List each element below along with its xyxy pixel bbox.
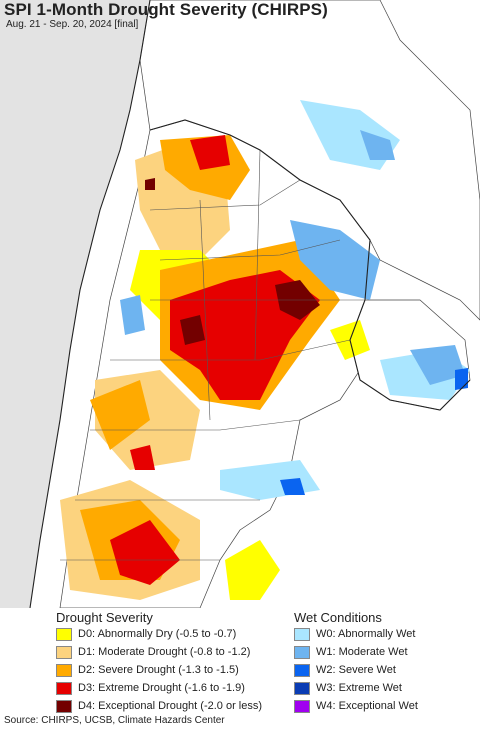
legend-swatch-w0 xyxy=(294,627,310,641)
legend-label-d4: D4: Exceptional Drought (-2.0 or less) xyxy=(78,700,263,712)
legend-swatch-d4 xyxy=(56,699,72,713)
legend-swatch-d2 xyxy=(56,663,72,677)
legend-item-d4: D4: Exceptional Drought (-2.0 or less) xyxy=(56,699,262,713)
legend-label-d2: D2: Severe Drought (-1.3 to -1.5) xyxy=(78,664,239,676)
legend-swatch-w3 xyxy=(294,681,310,695)
map-title: SPI 1-Month Drought Severity (CHIRPS) xyxy=(4,0,328,19)
wet-legend-title: Wet Conditions xyxy=(294,610,382,625)
chile-land xyxy=(0,0,150,608)
legend-swatch-d3 xyxy=(56,681,72,695)
legend-swatch-d0 xyxy=(56,627,72,641)
legend-label-w1: W1: Moderate Wet xyxy=(316,646,408,658)
legend-label-d0: D0: Abnormally Dry (-0.5 to -0.7) xyxy=(78,628,237,640)
legend-item-w4: W4: Exceptional Wet xyxy=(294,699,418,713)
legend-item-w1: W1: Moderate Wet xyxy=(294,645,408,659)
legend-item-w3: W3: Extreme Wet xyxy=(294,681,402,695)
legend-swatch-w2 xyxy=(294,663,310,677)
map-subtitle: Aug. 21 - Sep. 20, 2024 [final] xyxy=(6,19,139,30)
legend-swatch-d1 xyxy=(56,645,72,659)
legend-item-w0: W0: Abnormally Wet xyxy=(294,627,415,641)
legend-label-d1: D1: Moderate Drought (-0.8 to -1.2) xyxy=(78,646,251,658)
legend-item-d3: D3: Extreme Drought (-1.6 to -1.9) xyxy=(56,681,245,695)
legend-label-w2: W2: Severe Wet xyxy=(316,664,396,676)
legend-item-d2: D2: Severe Drought (-1.3 to -1.5) xyxy=(56,663,239,677)
legend-label-w0: W0: Abnormally Wet xyxy=(316,628,416,640)
legend-item-w2: W2: Severe Wet xyxy=(294,663,396,677)
legend-item-d1: D1: Moderate Drought (-0.8 to -1.2) xyxy=(56,645,250,659)
legend-label-w3: W3: Extreme Wet xyxy=(316,682,402,694)
drought-map xyxy=(0,0,480,608)
legend-label-d3: D3: Extreme Drought (-1.6 to -1.9) xyxy=(78,682,245,694)
country-borders xyxy=(29,0,471,608)
legend-swatch-w4 xyxy=(294,699,310,713)
source-credit: Source: CHIRPS, UCSB, Climate Hazards Ce… xyxy=(4,715,225,726)
legend-item-d0: D0: Abnormally Dry (-0.5 to -0.7) xyxy=(56,627,236,641)
drought-legend-title: Drought Severity xyxy=(56,610,153,625)
legend-label-w4: W4: Exceptional Wet xyxy=(316,700,418,712)
province-borders xyxy=(60,149,365,561)
wet-w1-patches xyxy=(120,130,465,385)
legend: Drought Severity Wet Conditions D0: Abno… xyxy=(0,608,480,713)
legend-swatch-w1 xyxy=(294,645,310,659)
